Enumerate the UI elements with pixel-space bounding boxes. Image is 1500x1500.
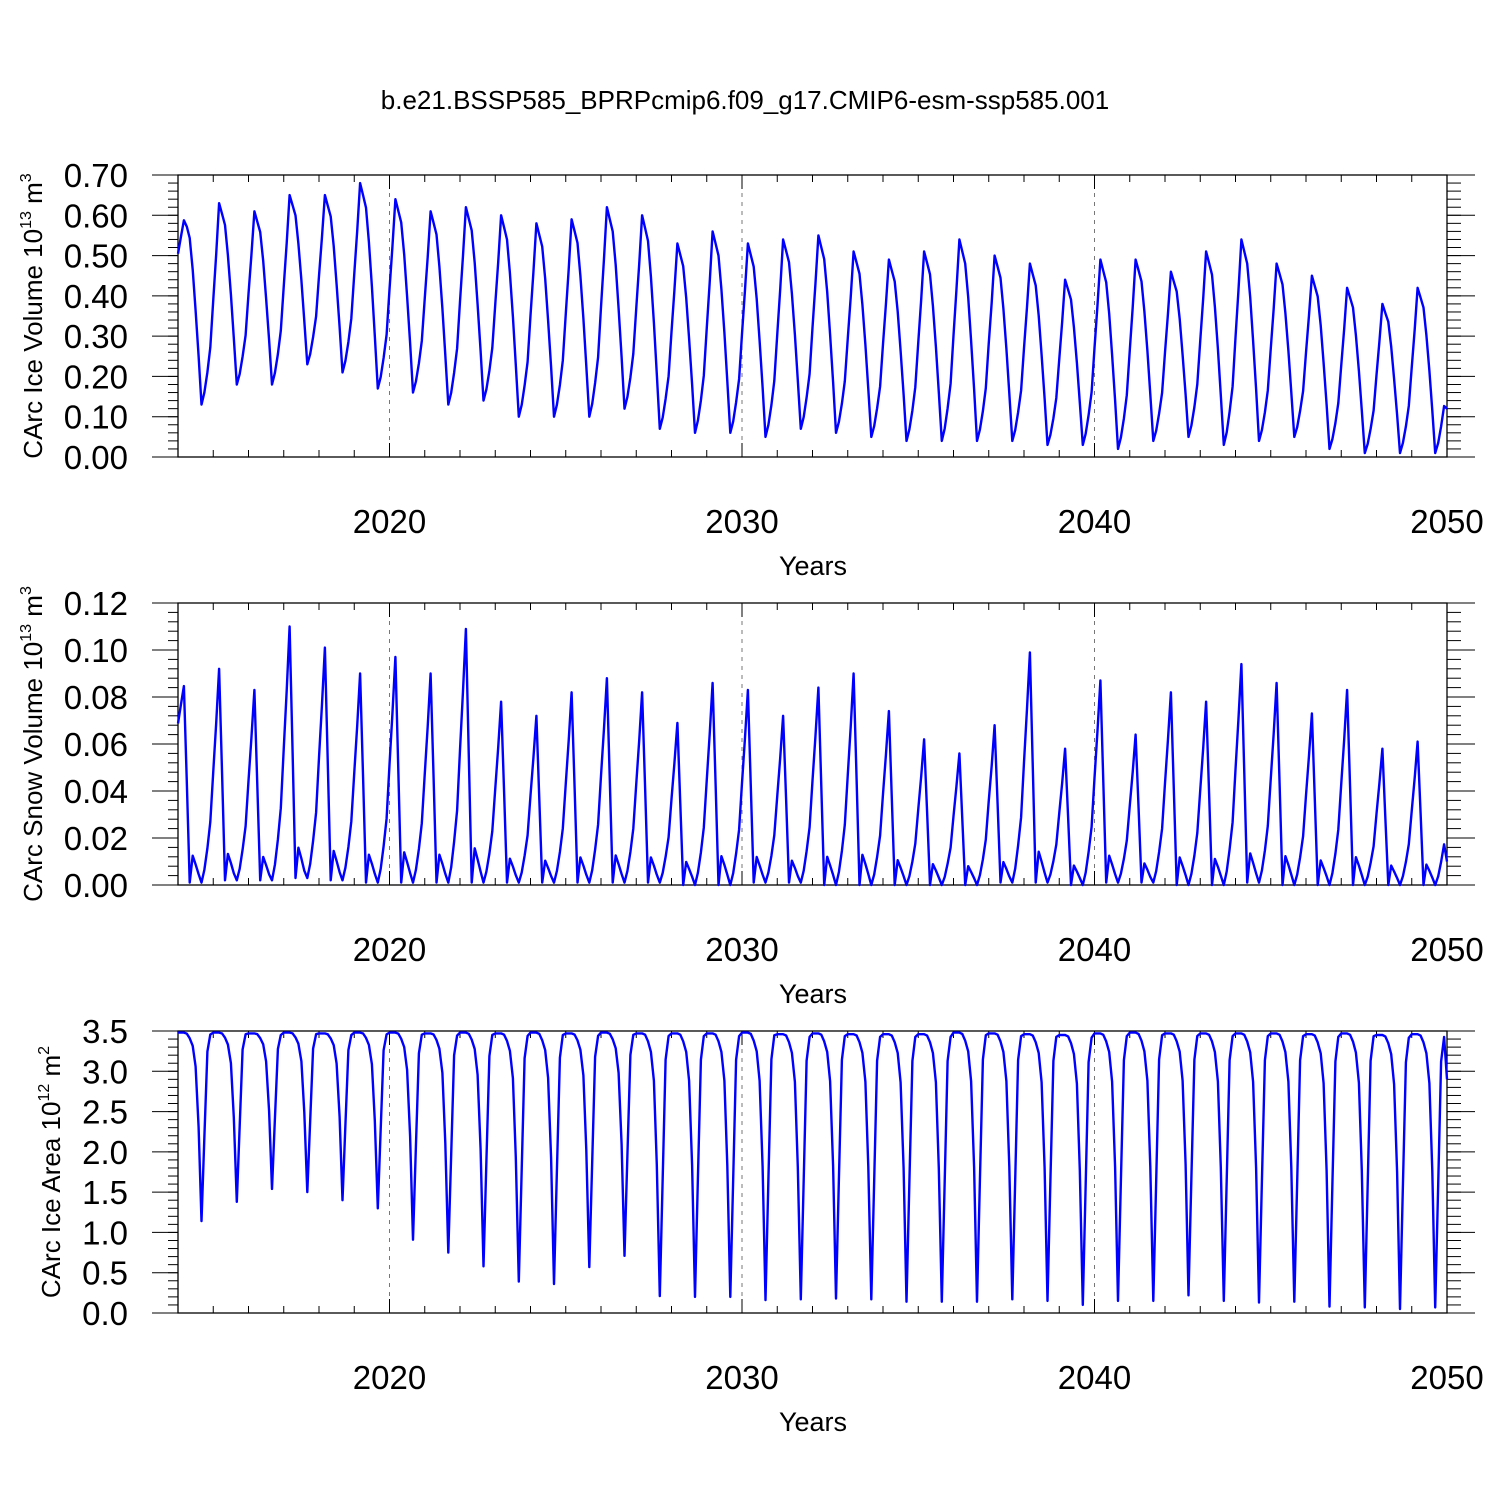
x-tick-label: 2040 [1058, 503, 1131, 540]
x-tick-label: 2030 [705, 503, 778, 540]
x-tick-label: 2020 [353, 1359, 426, 1396]
x-tick-label: 2030 [705, 931, 778, 968]
panel-2: 0.00 0.02 0.04 0.06 0.08 0.10 0.12 2020 2030 2040… [18, 585, 1484, 1009]
series-line-1 [176, 625, 1449, 887]
plot-frame [177, 602, 1448, 886]
x-tick-label: 2040 [1058, 931, 1131, 968]
y-tick-label: 1.5 [82, 1174, 128, 1211]
y-tick-label: 0.70 [64, 157, 128, 194]
y-tick-label: 0.30 [64, 318, 128, 355]
y-tick-label: 0.60 [64, 197, 128, 234]
y-tick-label: 0.0 [82, 1295, 128, 1332]
plot-frame [177, 1030, 1448, 1314]
x-tick-label: 2050 [1410, 931, 1483, 968]
y-tick-label: 0.02 [64, 820, 128, 857]
y-tick-label: 1.0 [82, 1214, 128, 1251]
y-tick-label: 2.0 [82, 1134, 128, 1171]
y-tick-label: 3.5 [82, 1013, 128, 1050]
x-tick-label: 2050 [1410, 1359, 1483, 1396]
y-tick-label: 0.00 [64, 439, 128, 476]
y-tick-label: 2.5 [82, 1094, 128, 1131]
x-axis-label: Years [779, 551, 847, 581]
y-tick-label: 0.08 [64, 679, 128, 716]
x-tick-label: 2020 [353, 503, 426, 540]
x-axis-label: Years [779, 979, 847, 1009]
y-tick-label: 0.50 [64, 238, 128, 275]
y-tick-label: 0.12 [64, 585, 128, 622]
x-tick-label: 2030 [705, 1359, 778, 1396]
y-axis-label: CArc Snow Volume 1013 m3 [18, 586, 48, 902]
y-tick-label: 0.5 [82, 1255, 128, 1292]
series-line-1 [176, 181, 1448, 455]
plot-frame [177, 174, 1448, 458]
y-tick-label: 0.20 [64, 358, 128, 395]
y-tick-label: 0.06 [64, 726, 128, 763]
y-axis-label: CArc Ice Volume 1013 m3 [18, 173, 48, 458]
x-axis-label: Years [779, 1407, 847, 1437]
x-tick-label: 2020 [353, 931, 426, 968]
y-axis-label: CArc Ice Area 1012 m2 [36, 1046, 66, 1298]
series-line-1 [178, 1031, 1449, 1311]
y-tick-label: 0.10 [64, 399, 128, 436]
figure-title: b.e21.BSSP585_BPRPcmip6.f09_g17.CMIP6-es… [381, 85, 1109, 115]
panel-1: 0.000.10 0.200.300.400.50 0.600.70 2020 2030… [18, 157, 1484, 581]
x-tick-label: 2040 [1058, 1359, 1131, 1396]
y-tick-label: 0.10 [64, 632, 128, 669]
y-tick-label: 3.0 [82, 1053, 128, 1090]
y-tick-label: 0.04 [64, 773, 128, 810]
y-tick-label: 0.40 [64, 278, 128, 315]
x-tick-label: 2050 [1410, 503, 1483, 540]
panel-3: 0.00.5 1.01.52.02.5 3.03.5 2020 2030 2040 2050… [36, 1013, 1484, 1437]
y-tick-label: 0.00 [64, 867, 128, 904]
